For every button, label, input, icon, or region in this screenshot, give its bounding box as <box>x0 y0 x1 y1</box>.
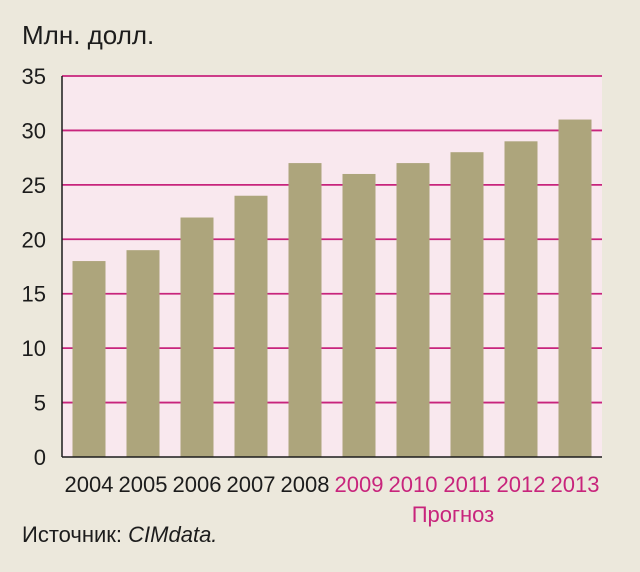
bar-2012 <box>504 141 538 458</box>
bar-2008 <box>288 163 322 458</box>
bar-2006 <box>180 217 214 457</box>
y-tick-label-25: 25 <box>22 173 46 198</box>
forecast-label: Прогноз <box>412 502 495 527</box>
axes <box>61 76 602 458</box>
x-tick-label-2009: 2009 <box>335 472 384 497</box>
y-tick-label-20: 20 <box>22 227 46 252</box>
x-tick-label-2006: 2006 <box>173 472 222 497</box>
y-tick-labels: 0 5 10 15 20 25 30 35 <box>22 64 46 470</box>
x-tick-label-2013: 2013 <box>551 472 600 497</box>
source-name: CIMdata. <box>128 522 218 547</box>
bar-2007 <box>234 195 268 457</box>
y-tick-label-30: 30 <box>22 118 46 143</box>
x-tick-label-2012: 2012 <box>497 472 546 497</box>
y-tick-label-0: 0 <box>34 445 46 470</box>
x-tick-label-2010: 2010 <box>389 472 438 497</box>
bar-2009 <box>342 173 376 457</box>
x-tick-labels: 2004 2005 2006 2007 2008 2009 2010 2011 2012 2013 <box>65 472 600 497</box>
y-tick-label-10: 10 <box>22 336 46 361</box>
source-note: Источник: CIMdata. <box>22 522 217 548</box>
bar-2010 <box>396 163 430 458</box>
y-tick-label-5: 5 <box>34 391 46 416</box>
y-tick-label-15: 15 <box>22 282 46 307</box>
bar-2013 <box>558 119 592 458</box>
x-tick-label-2011: 2011 <box>443 472 490 497</box>
x-tick-label-2007: 2007 <box>227 472 276 497</box>
bar-2011 <box>450 152 484 457</box>
x-tick-label-2008: 2008 <box>281 472 330 497</box>
source-prefix: Источник: <box>22 522 129 547</box>
x-tick-label-2004: 2004 <box>65 472 114 497</box>
bars <box>72 119 592 458</box>
x-tick-label-2005: 2005 <box>119 472 168 497</box>
bar-2004 <box>72 261 106 457</box>
y-tick-label-35: 35 <box>22 64 46 89</box>
bar-2005 <box>126 250 160 457</box>
y-axis-title: Млн. долл. <box>22 20 154 50</box>
